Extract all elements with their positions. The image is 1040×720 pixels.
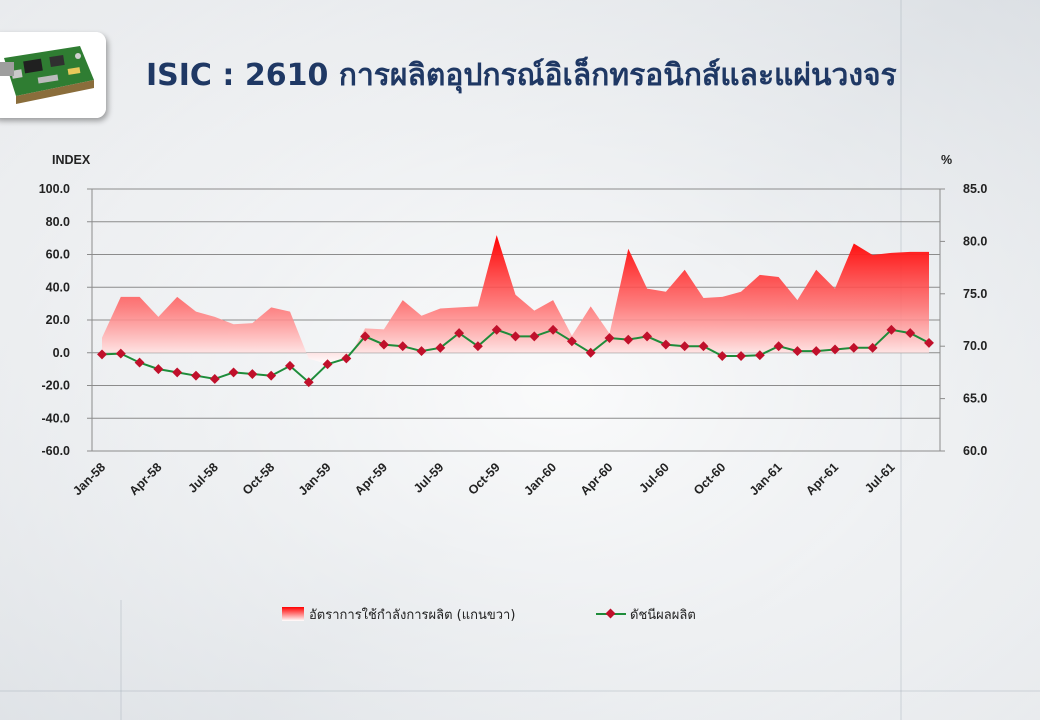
background-decoration — [900, 0, 902, 720]
legend-label-index: ดัชนีผลผลิต — [630, 607, 696, 623]
right-axis-ticks: 85.0 80.0 75.0 70.0 65.0 60.0 — [940, 182, 987, 458]
index-point — [529, 331, 540, 342]
index-point — [303, 377, 314, 388]
x-tick-label: Apr-60 — [578, 460, 616, 498]
background-decoration — [0, 690, 1040, 692]
index-point — [341, 353, 352, 364]
legend-swatch-capacity — [282, 607, 304, 621]
index-point — [510, 331, 521, 342]
index-point — [773, 341, 784, 352]
index-point — [491, 324, 502, 335]
index-point — [397, 341, 408, 352]
index-line-layer — [97, 324, 934, 388]
index-point — [848, 342, 859, 353]
index-point — [266, 370, 277, 381]
index-point — [191, 370, 201, 381]
index-point — [754, 350, 765, 361]
left-tick-label: -20.0 — [42, 379, 71, 393]
left-tick-label: -40.0 — [42, 411, 71, 425]
index-point — [717, 351, 728, 361]
x-tick-label: Oct-60 — [691, 460, 728, 497]
index-point — [604, 333, 615, 343]
circuit-board-icon — [0, 32, 106, 118]
x-tick-label: Jan-61 — [747, 460, 785, 498]
index-point — [472, 341, 483, 352]
x-tick-label: Apr-61 — [803, 460, 841, 498]
chart: INDEX % 100.0 80.0 60.0 40.0 20.0 0.0 -20.0 -40… — [39, 153, 988, 623]
index-point — [435, 342, 446, 353]
index-point — [642, 331, 653, 342]
legend-swatch-index-marker — [605, 608, 616, 619]
x-tick-label: Jul-60 — [637, 460, 672, 495]
x-tick-label: Jan-58 — [70, 460, 108, 498]
x-tick-label: Oct-58 — [240, 460, 277, 497]
thumbnail-image — [0, 32, 106, 118]
index-point — [228, 367, 239, 378]
capacity-area — [102, 235, 929, 364]
x-tick-label: Jul-58 — [185, 460, 220, 495]
index-point — [322, 359, 333, 370]
left-tick-label: 100.0 — [39, 182, 70, 196]
index-point — [285, 360, 295, 371]
index-point — [172, 367, 183, 378]
legend-label-capacity: อัตราการใช้กำลังการผลิต (แกนขวา) — [309, 607, 515, 623]
index-point — [378, 339, 389, 350]
index-point — [811, 346, 822, 357]
index-point — [867, 342, 878, 353]
index-point — [585, 347, 596, 358]
left-tick-label: 40.0 — [46, 280, 70, 294]
left-axis-label: INDEX — [52, 153, 91, 167]
left-tick-label: 60.0 — [46, 248, 70, 262]
x-tick-label: Oct-59 — [465, 460, 502, 497]
right-tick-label: 70.0 — [963, 339, 987, 353]
left-tick-label: 20.0 — [46, 313, 70, 327]
index-point — [134, 357, 145, 368]
index-point — [660, 339, 671, 350]
index-point — [698, 341, 709, 352]
left-tick-label: 80.0 — [46, 215, 70, 229]
index-point — [830, 344, 840, 355]
page-title: ISIC : 2610 การผลิตอุปกรณ์อิเล็กทรอนิกส์… — [146, 58, 897, 93]
index-point — [247, 369, 258, 379]
x-axis-ticks: Jan-58 Apr-58 Jul-58 Oct-58 Jan-59 Apr-59 Jul-… — [70, 460, 897, 498]
index-point — [792, 346, 803, 357]
x-tick-label: Apr-58 — [127, 460, 165, 498]
index-point — [886, 324, 897, 335]
index-point — [360, 331, 371, 342]
x-tick-label: Jan-60 — [521, 460, 559, 498]
right-axis-label: % — [941, 153, 952, 167]
index-point — [209, 374, 220, 384]
x-tick-label: Jul-59 — [411, 460, 446, 495]
x-tick-label: Jul-61 — [862, 460, 897, 495]
index-point — [924, 337, 934, 348]
left-tick-label: 0.0 — [53, 346, 70, 360]
right-tick-label: 85.0 — [963, 182, 987, 196]
index-point — [905, 328, 916, 339]
x-tick-label: Jan-59 — [296, 460, 334, 498]
x-tick-label: Apr-59 — [352, 460, 390, 498]
right-tick-label: 80.0 — [963, 234, 987, 248]
capacity-area-layer — [102, 235, 929, 364]
right-tick-label: 75.0 — [963, 287, 987, 301]
index-point — [736, 351, 746, 361]
right-tick-label: 60.0 — [963, 444, 987, 458]
index-point — [566, 336, 577, 347]
right-tick-label: 65.0 — [963, 392, 987, 406]
background-decoration — [120, 600, 122, 720]
index-point — [153, 364, 164, 375]
index-point — [679, 341, 690, 352]
left-axis-ticks: 100.0 80.0 60.0 40.0 20.0 0.0 -20.0 -40.0 -60.0 — [39, 182, 92, 458]
left-tick-label: -60.0 — [42, 444, 71, 458]
index-point — [623, 334, 634, 345]
index-point — [454, 328, 465, 339]
index-point — [548, 324, 559, 335]
chart-legend: อัตราการใช้กำลังการผลิต (แกนขวา) ดัชนีผล… — [282, 607, 696, 623]
index-point — [416, 346, 427, 357]
